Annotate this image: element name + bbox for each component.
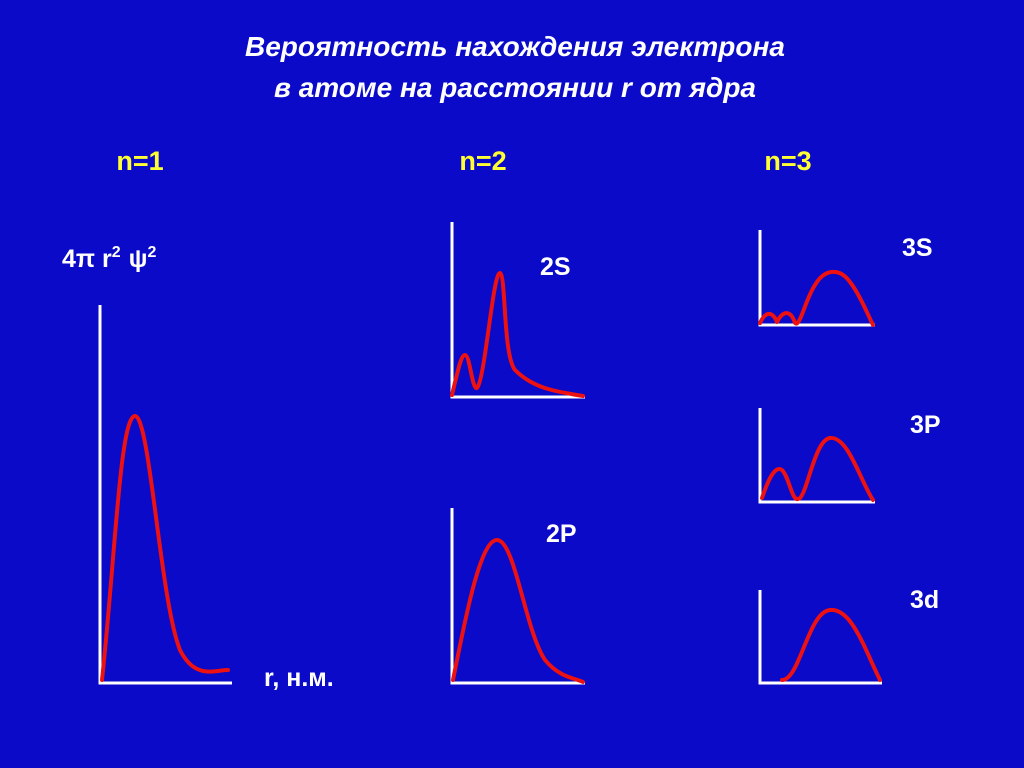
axes [98,305,232,685]
x-axis-label: r, н.м. [264,664,334,692]
curve-3s [758,269,875,327]
curve-3d [780,608,882,682]
y-label-psi: ψ [129,245,148,273]
y-axis-label: 4π r2 ψ2 [62,244,156,273]
orbital-label: 2P [546,520,577,548]
orbital-label: 3S [902,234,933,262]
axes [758,408,875,504]
orbital-label: 3P [910,411,941,439]
axes [758,590,882,685]
curve-3p [760,436,875,502]
curve-1s [100,414,230,682]
axes [758,230,875,327]
column-label: n=3 [764,146,811,176]
y-label-sup: 2 [112,244,121,261]
axes [450,508,585,685]
column-label: n=1 [116,146,163,176]
y-label-sup: 2 [147,244,156,261]
y-label-base: 4π r [62,245,112,273]
orbital-label: 3d [910,586,939,614]
title-line: Вероятность нахождения электрона [245,31,785,62]
title-line: в атоме на расстоянии r от ядра [274,72,756,103]
curve-2p [451,538,585,684]
column-label: n=2 [459,146,506,176]
axes [450,222,585,399]
orbital-label: 2S [540,253,571,281]
curve-2s [450,270,585,398]
